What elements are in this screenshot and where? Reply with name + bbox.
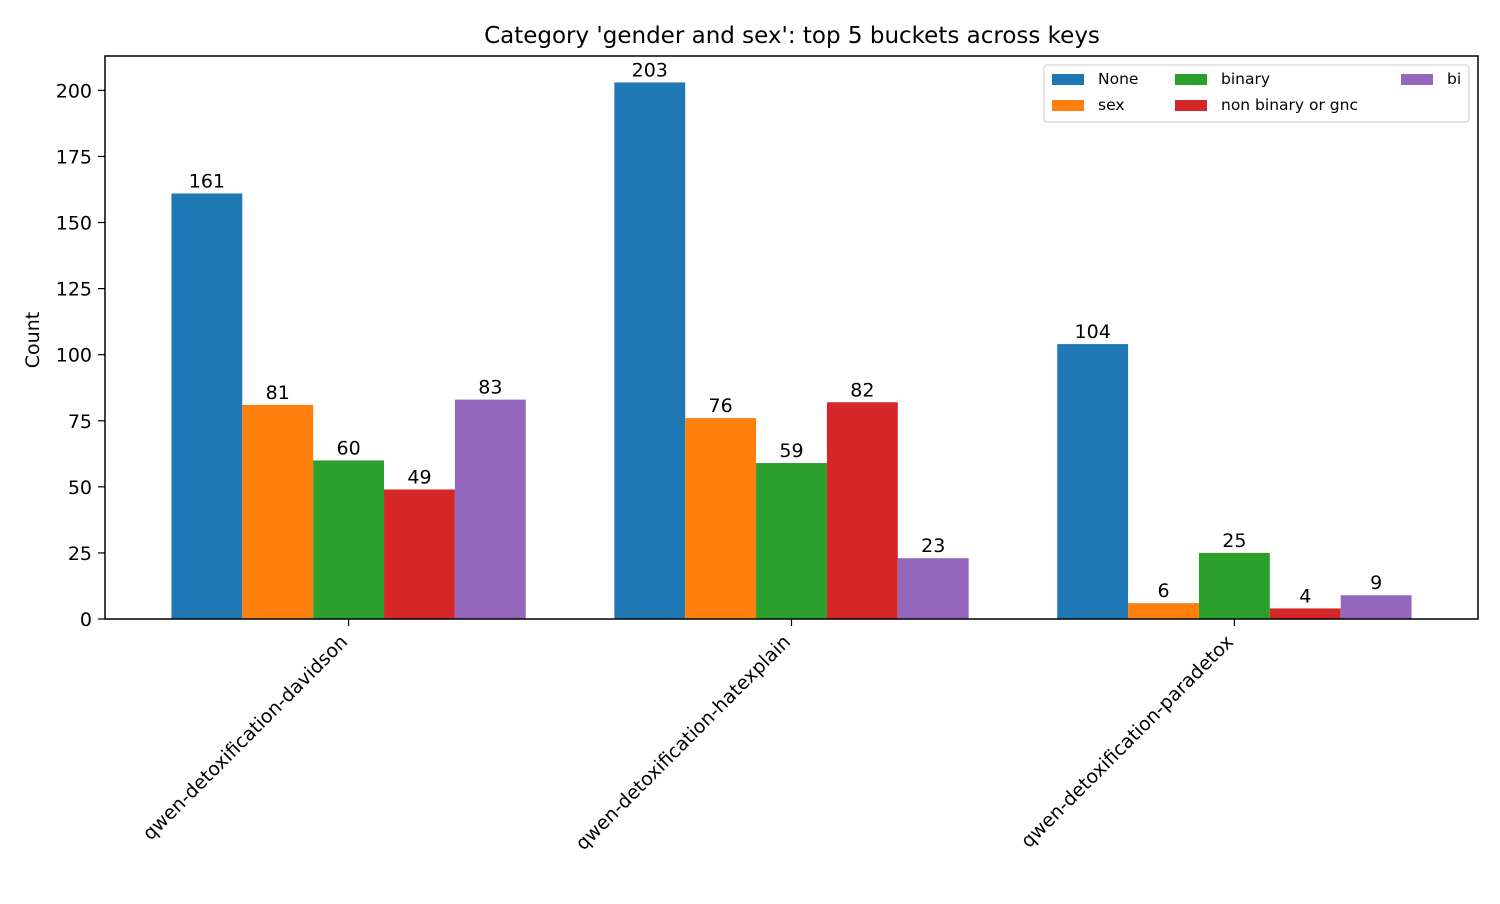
bar-value-label: 60 [337,437,361,459]
bar [756,463,827,619]
bar [1128,603,1199,619]
legend-box [1043,64,1470,123]
legend[interactable]: None sex binary non binary or gnc bi [1043,64,1470,123]
legend-swatch [1052,74,1084,85]
legend-swatch [1175,100,1207,111]
bar-value-label: 81 [266,382,290,404]
y-tick-label: 100 [56,345,92,367]
bar-value-label: 203 [632,59,668,81]
y-tick-label: 0 [80,609,92,631]
bar [313,460,385,619]
y-tick-label: 75 [68,411,92,433]
bar [1269,608,1341,619]
legend-swatch [1052,100,1084,111]
bar-value-label: 25 [1222,530,1246,552]
y-tick-label: 175 [56,146,92,168]
x-tick-label: qwen-detoxification-davidson [138,631,352,845]
x-tick-label: qwen-detoxification-hatexplain [571,631,795,855]
bar-value-label: 4 [1299,585,1311,607]
bar [242,404,314,619]
legend-swatch [1401,74,1433,85]
y-tick-label: 150 [56,213,92,235]
bar-value-label: 23 [921,535,945,557]
bar [171,193,243,619]
plot-frame [104,55,1479,620]
x-tick-label: qwen-detoxification-paradetox [1017,631,1238,852]
legend-item[interactable]: bi [1401,70,1461,88]
bar [1057,344,1129,619]
y-tick-label: 25 [68,543,92,565]
bar [897,558,969,619]
legend-item[interactable]: sex [1052,96,1125,114]
legend-label: bi [1447,70,1461,88]
legend-item[interactable]: non binary or gnc [1175,96,1358,114]
bar [826,402,898,619]
bar-value-label: 59 [779,440,803,462]
y-tick-label: 50 [68,477,92,499]
bar-value-label: 83 [478,377,502,399]
chart-title: Category 'gender and sex': top 5 buckets… [484,23,1100,49]
bar [384,489,455,619]
legend-item[interactable]: None [1052,70,1138,88]
bar [1198,552,1270,619]
bar [685,418,757,619]
legend-swatch [1175,74,1207,85]
bar-value-label: 49 [407,466,431,488]
bar [454,399,526,619]
y-axis-label: Count [22,312,44,368]
bar-value-label: 161 [189,170,225,192]
y-tick-label: 200 [56,80,92,102]
legend-item[interactable]: binary [1175,70,1270,88]
y-axis: 0 25 50 75 100 125 150 175 200 [56,80,105,631]
legend-label: None [1098,70,1138,88]
bar-value-label: 82 [850,379,874,401]
bar-value-label: 9 [1370,572,1382,594]
y-tick-label: 125 [56,279,92,301]
bars-layer [171,82,1412,620]
legend-label: binary [1221,70,1270,88]
bar [614,82,686,620]
bar-value-label: 104 [1075,321,1111,343]
bar-value-label: 6 [1157,580,1169,602]
legend-label: sex [1098,96,1125,114]
bar [1340,595,1412,619]
legend-label: non binary or gnc [1221,96,1358,114]
x-axis: qwen-detoxification-davidson qwen-detoxif… [138,619,1238,855]
bar-value-label: 76 [709,395,733,417]
